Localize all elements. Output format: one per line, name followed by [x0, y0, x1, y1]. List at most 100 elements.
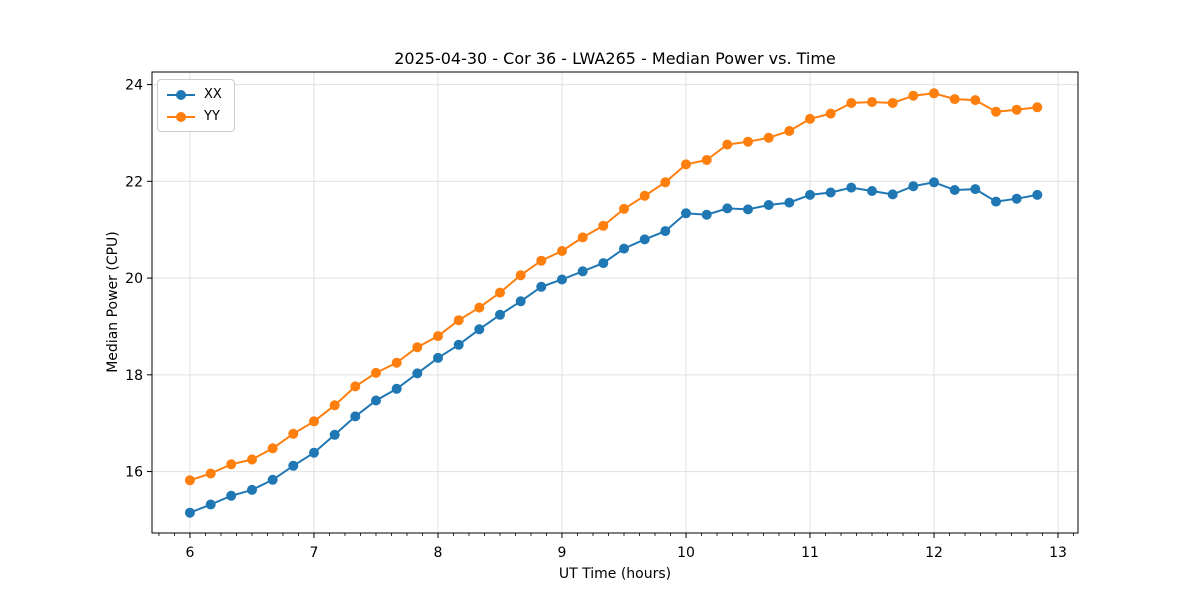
data-point-xx: [536, 281, 547, 292]
x-tick-label: 13: [1049, 545, 1067, 561]
data-point-xx: [329, 429, 340, 440]
chart-title: 2025-04-30 - Cor 36 - LWA265 - Median Po…: [394, 49, 836, 68]
data-point-yy: [701, 155, 712, 165]
data-point-xx: [1032, 189, 1043, 200]
data-point-yy: [495, 287, 505, 298]
data-point-xx: [619, 243, 629, 254]
x-tick-label: 9: [558, 545, 567, 561]
data-point-xx: [743, 204, 753, 215]
data-point-yy: [329, 400, 340, 411]
data-point-xx: [970, 184, 981, 195]
legend-label-xx: XX: [204, 87, 222, 102]
data-point-xx: [184, 507, 195, 518]
data-point-yy: [929, 88, 939, 99]
legend: XX YY: [157, 79, 235, 132]
data-point-yy: [619, 203, 629, 214]
data-point-yy: [970, 95, 981, 106]
data-point-yy: [598, 220, 609, 231]
data-point-xx: [371, 395, 381, 406]
data-point-yy: [743, 136, 753, 147]
x-tick-label: 6: [185, 545, 194, 561]
data-point-yy: [660, 177, 671, 188]
data-point-xx: [825, 187, 836, 198]
y-tick-label: 24: [125, 78, 143, 94]
data-point-yy: [205, 468, 216, 479]
data-point-yy: [557, 246, 567, 256]
data-point-yy: [805, 113, 815, 124]
data-point-yy: [887, 98, 898, 108]
axes-spines: [151, 71, 1079, 534]
data-point-xx: [557, 274, 567, 285]
data-point-yy: [267, 443, 278, 454]
data-point-xx: [598, 258, 609, 269]
legend-entry-xx: XX: [166, 85, 222, 104]
data-point-xx: [887, 189, 898, 200]
legend-entry-yy: YY: [166, 107, 222, 126]
data-point-yy: [391, 357, 402, 368]
data-point-xx: [267, 474, 278, 485]
data-point-xx: [474, 324, 485, 335]
y-tick-label: 16: [125, 465, 143, 481]
data-point-yy: [867, 97, 877, 107]
data-point-xx: [515, 296, 526, 307]
data-point-xx: [908, 181, 919, 192]
data-point-xx: [867, 186, 877, 196]
legend-line-marker-xx-icon: [167, 89, 195, 100]
data-point-yy: [474, 302, 485, 313]
data-point-yy: [577, 232, 588, 243]
data-point-xx: [288, 460, 299, 471]
data-point-xx: [350, 411, 361, 422]
data-point-xx: [763, 200, 774, 210]
data-point-yy: [1011, 104, 1022, 115]
data-point-yy: [763, 132, 774, 143]
data-point-yy: [453, 315, 464, 326]
data-point-yy: [1032, 102, 1043, 113]
data-point-yy: [681, 159, 691, 170]
data-point-xx: [226, 490, 237, 501]
data-point-xx: [660, 226, 671, 237]
data-point-yy: [226, 459, 237, 470]
legend-line-marker-yy-icon: [167, 111, 195, 122]
data-point-xx: [412, 368, 423, 379]
data-point-xx: [722, 203, 733, 214]
data-point-xx: [846, 182, 857, 193]
data-point-xx: [433, 352, 443, 363]
data-point-yy: [412, 342, 423, 353]
data-point-xx: [701, 209, 712, 220]
x-tick-label: 10: [677, 545, 695, 561]
data-point-yy: [536, 255, 547, 266]
data-point-yy: [184, 475, 195, 486]
data-point-xx: [205, 499, 216, 510]
data-point-yy: [433, 331, 443, 342]
data-point-yy: [247, 454, 257, 465]
x-tick-label: 12: [925, 545, 943, 561]
data-point-xx: [453, 339, 464, 350]
data-point-xx: [929, 177, 939, 188]
data-point-yy: [722, 139, 733, 150]
data-point-yy: [991, 106, 1001, 117]
data-point-xx: [805, 189, 815, 200]
data-point-yy: [908, 90, 919, 101]
data-point-xx: [391, 383, 402, 394]
data-point-yy: [371, 367, 381, 378]
data-point-yy: [949, 94, 960, 105]
data-point-xx: [639, 234, 650, 245]
x-tick-label: 8: [434, 545, 443, 561]
y-tick-label: 18: [125, 368, 143, 384]
data-point-xx: [577, 266, 588, 277]
x-axis-label: UT Time (hours): [558, 566, 672, 582]
data-point-xx: [991, 196, 1001, 207]
data-point-yy: [825, 108, 836, 119]
data-point-yy: [639, 190, 650, 201]
y-tick-label: 22: [125, 174, 143, 190]
x-tick-label: 11: [801, 545, 819, 561]
data-point-xx: [784, 197, 795, 208]
legend-label-yy: YY: [204, 109, 220, 124]
data-point-xx: [681, 208, 691, 219]
y-axis-label: Median Power (CPU): [105, 231, 121, 373]
data-point-yy: [846, 98, 857, 108]
data-point-yy: [784, 126, 795, 136]
data-point-xx: [1011, 193, 1022, 204]
